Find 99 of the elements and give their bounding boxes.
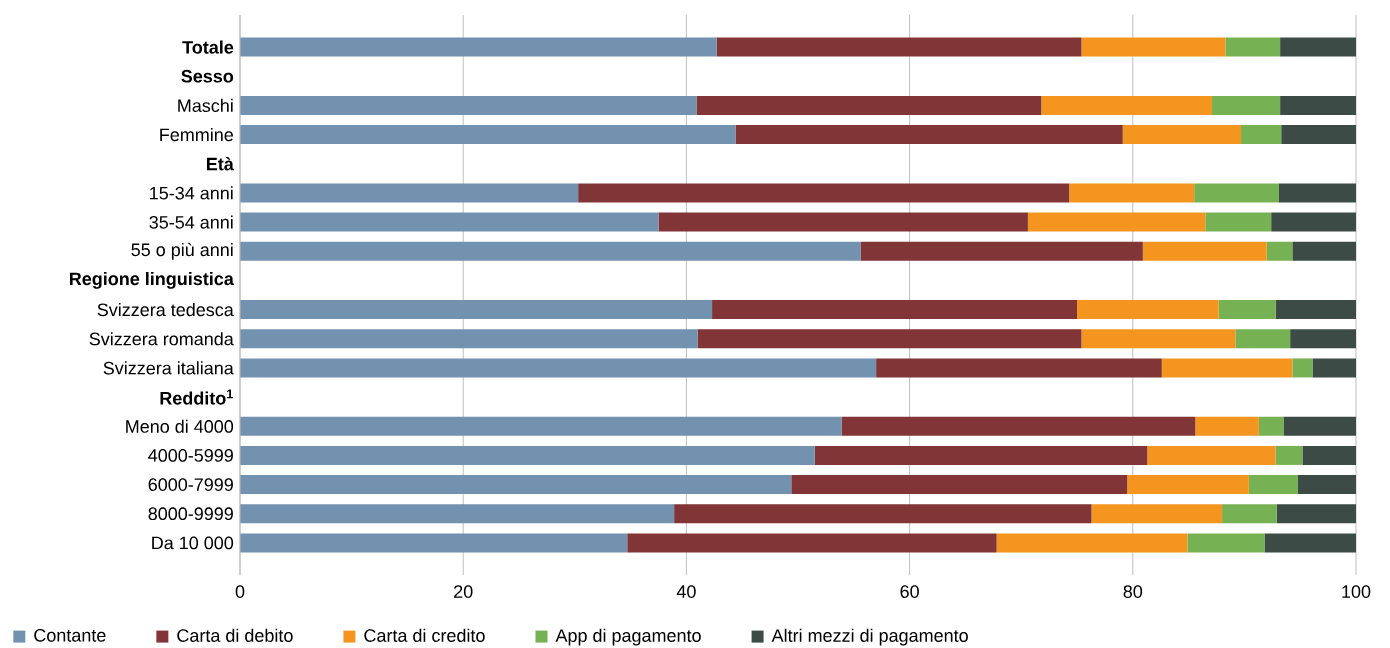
y-tick-label: 35-54 anni [149,215,233,229]
y-tick-label: Reddito$^{1}$ [160,389,233,405]
bar [1241,125,1282,145]
bar [1222,504,1277,524]
bar [240,95,697,115]
bar [1280,95,1356,115]
bar [1281,125,1356,145]
y-tick-label: Svizzera romanda [89,332,234,346]
y-tick-label: Maschi [178,98,233,113]
bar [1142,241,1267,261]
bar [696,95,1042,115]
bar [996,533,1188,553]
bar [658,212,1028,232]
bar [1276,504,1356,524]
bar [578,183,1070,203]
bar [697,329,1082,349]
x-tick-label: 40 [676,585,696,598]
bar [791,475,1128,495]
y-tick-label: Età [207,157,234,171]
bar [240,533,628,553]
bar [1292,241,1356,261]
bar [240,37,717,57]
bar [240,358,877,378]
x-tick-label: 100 [1342,585,1371,598]
bar [1266,241,1293,261]
bar [240,504,675,524]
bar [1248,475,1298,495]
bar [1218,300,1276,320]
bar [240,241,861,261]
bar [1069,183,1195,203]
bar [1302,445,1356,465]
legend-label: Carta di debito [177,628,293,642]
bar [240,183,579,203]
bar [240,300,713,320]
y-tick-label: Sesso [181,69,234,83]
bar [860,241,1143,261]
bar [1312,358,1356,378]
bar [1271,212,1356,232]
y-tick-label: Femmine [160,127,233,142]
y-tick-label: 6000-7999 [148,478,233,491]
y-tick-label: Regione linguistica [70,271,234,289]
bar [1161,358,1293,378]
bar [1264,533,1356,553]
bar [1205,212,1272,232]
bar [1081,329,1236,349]
bar [1127,475,1249,495]
bar [240,329,698,349]
legend-label: Carta di credito [364,628,485,642]
x-tick-label: 60 [900,585,919,598]
bar [841,416,1196,436]
y-tick-label: 55 o più anni [131,242,233,260]
x-tick-label: 0 [235,585,245,598]
legend-label: Altri mezzi di pagamento [771,628,968,646]
bar [1235,329,1291,349]
bar [1212,95,1281,115]
bar [1041,95,1213,115]
bar [1187,533,1265,553]
bar [1122,125,1242,145]
y-tick-label: 8000-9999 [148,507,233,521]
bar [1077,300,1219,320]
bar [627,533,997,553]
legend-label: Contante [34,628,106,642]
bar [1091,504,1223,524]
bar [1278,183,1356,203]
y-tick-label: 4000-5999 [148,449,233,462]
bar [1027,212,1206,232]
y-tick-label: Svizzera italiana [103,361,234,375]
bar [1275,300,1356,320]
y-tick-label: 15-34 anni [150,186,233,200]
y-tick-label: Meno di 4000 [126,419,234,433]
legend-label: App di pagamento [555,628,701,646]
y-tick-label: Svizzera tedesca [97,302,234,317]
bar [1275,445,1303,465]
y-tick-label: Da 10 000 [152,536,234,550]
bar [1283,416,1356,436]
bar [1195,416,1259,436]
bar [240,416,842,436]
bar [1290,329,1356,349]
bar [712,300,1077,320]
bar [1225,37,1281,57]
bar [1194,183,1279,203]
bar [240,212,659,232]
x-tick-label: 80 [1123,585,1143,598]
bar [876,358,1162,378]
bar [1280,37,1356,57]
bar [716,37,1082,57]
bar [1297,475,1356,495]
bar [735,125,1123,145]
bar [814,445,1148,465]
bar [674,504,1092,524]
bar [1147,445,1276,465]
bar [1258,416,1284,436]
bar [1292,358,1313,378]
bar [1081,37,1226,57]
bar [240,125,736,145]
x-tick-label: 20 [454,585,473,598]
bar [240,475,792,495]
y-tick-label: Totale [182,40,234,54]
bar [240,445,815,465]
